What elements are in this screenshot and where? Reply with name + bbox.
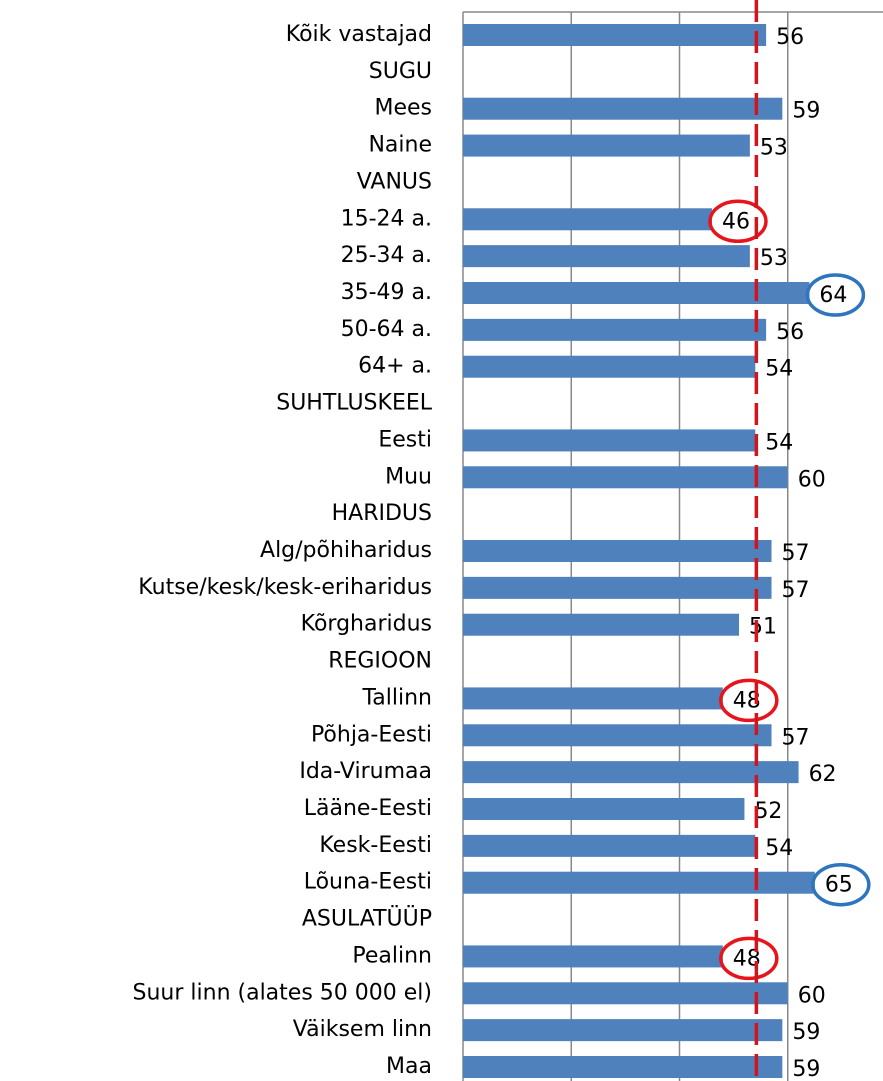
bar	[463, 724, 772, 747]
bar	[463, 613, 740, 636]
bar	[463, 687, 723, 710]
highlight-circle	[805, 273, 866, 317]
category-label: VANUS	[357, 169, 432, 194]
category-label: Naine	[368, 133, 432, 158]
category-label: 64+ a.	[358, 354, 432, 379]
category-label: HARIDUS	[332, 501, 432, 526]
category-label: Pealinn	[352, 943, 432, 968]
category-label: Kutse/kesk/kesk-eriharidus	[138, 575, 432, 600]
category-label: Suur linn (alates 50 000 el)	[133, 980, 432, 1005]
bar	[463, 1019, 783, 1042]
category-label: Maa	[386, 1054, 432, 1079]
value-label: 60	[798, 983, 826, 1008]
category-label: Väiksem linn	[293, 1017, 432, 1042]
bar	[463, 761, 799, 784]
bar	[463, 1056, 783, 1078]
value-label: 52	[754, 799, 782, 824]
highlight-circle	[719, 936, 779, 981]
category-label: Eesti	[378, 427, 432, 452]
category-label: Kõik vastajad	[286, 22, 432, 47]
bar	[463, 429, 756, 452]
value-label: 54	[765, 357, 793, 382]
category-label: Lääne-Eesti	[304, 796, 432, 821]
value-label: 57	[782, 541, 810, 566]
bar	[463, 834, 756, 857]
category-label: Alg/põhiharidus	[260, 538, 432, 563]
bar	[463, 282, 810, 304]
value-label: 56	[776, 25, 804, 50]
bar	[463, 318, 767, 341]
bar	[463, 540, 772, 562]
category-label: ASULATÜÜP	[302, 906, 432, 932]
category-label: 25-34 a.	[341, 243, 432, 268]
category-label: Mees	[374, 96, 432, 121]
value-label: 54	[765, 836, 793, 861]
category-label: 35-49 a.	[341, 280, 432, 305]
value-label: 51	[749, 615, 777, 640]
category-label: Kesk-Eesti	[319, 833, 432, 858]
bar	[463, 982, 788, 1005]
category-label: Põhja-Eesti	[311, 722, 432, 747]
highlight-circle	[719, 678, 779, 723]
bar	[463, 97, 783, 120]
category-label: Ida-Virumaa	[299, 759, 432, 784]
bar	[463, 945, 723, 968]
category-label: SUHTLUSKEEL	[276, 391, 433, 416]
bar	[463, 245, 750, 268]
value-label: 59	[792, 1057, 820, 1081]
highlight-circle	[811, 862, 871, 907]
value-label: 59	[792, 99, 820, 124]
value-label: 56	[776, 320, 804, 345]
value-label: 60	[798, 467, 826, 492]
category-label: Muu	[385, 464, 432, 489]
bar	[463, 871, 815, 894]
category-label: Tallinn	[361, 685, 432, 710]
value-label: 57	[782, 578, 810, 603]
category-label: 15-24 a.	[341, 206, 432, 231]
value-label: 57	[782, 725, 810, 750]
value-label: 53	[760, 246, 788, 271]
category-label: SUGU	[369, 59, 432, 84]
value-label: 64	[819, 283, 847, 308]
value-label: 59	[792, 1020, 820, 1045]
category-label: REGIOON	[328, 649, 432, 674]
bar	[463, 466, 788, 489]
category-label: Kõrgharidus	[301, 612, 432, 637]
value-label: 54	[765, 430, 793, 455]
value-label: 53	[760, 136, 788, 161]
bar	[463, 355, 756, 378]
category-label: 50-64 a.	[341, 317, 432, 342]
value-label: 65	[825, 873, 853, 898]
value-label: 62	[809, 762, 837, 787]
bar	[463, 24, 767, 46]
category-label: Lõuna-Eesti	[304, 870, 432, 895]
bar	[463, 208, 712, 231]
bar	[463, 798, 745, 820]
value-label: 46	[722, 209, 750, 234]
bar	[463, 134, 750, 157]
bar	[463, 576, 772, 599]
highlight-circle	[708, 199, 768, 244]
